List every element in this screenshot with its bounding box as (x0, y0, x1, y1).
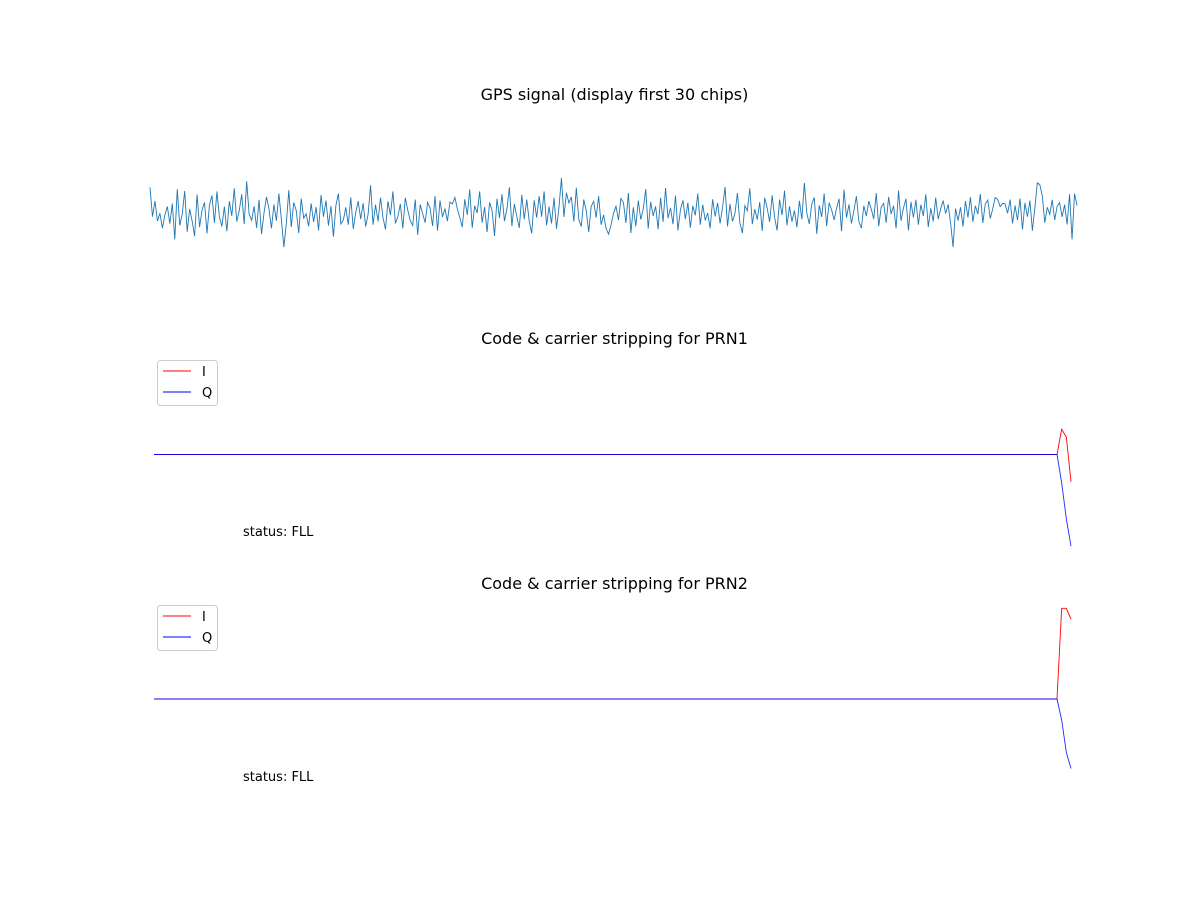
legend-label-i: I (202, 610, 206, 625)
series-line-q (154, 454, 1072, 547)
status-text-prn2: status: FLL (243, 770, 314, 785)
legend-label-q: Q (202, 386, 212, 401)
chart-title-prn2: Code & carrier stripping for PRN2 (481, 574, 748, 593)
legend-prn2: I Q (157, 605, 218, 651)
status-text-prn1: status: FLL (243, 525, 314, 540)
legend-label-q: Q (202, 631, 212, 646)
panel-prn2: Code & carrier stripping for PRN2 I Q st… (154, 574, 1072, 785)
prn2-plot (154, 607, 1072, 769)
chart-title-gps-signal: GPS signal (display first 30 chips) (481, 85, 749, 104)
panel-gps-signal: GPS signal (display first 30 chips) (149, 85, 1078, 248)
legend-box (157, 360, 218, 406)
prn1-plot (154, 428, 1072, 547)
series-line-gps-signal (149, 177, 1078, 248)
panel-prn1: Code & carrier stripping for PRN1 I Q st… (154, 329, 1072, 547)
legend-label-i: I (202, 365, 206, 380)
gps-signal-plot (149, 177, 1078, 248)
legend-box (157, 605, 218, 651)
series-line-q (154, 698, 1072, 769)
legend-prn1: I Q (157, 360, 218, 406)
chart-title-prn1: Code & carrier stripping for PRN1 (481, 329, 748, 348)
